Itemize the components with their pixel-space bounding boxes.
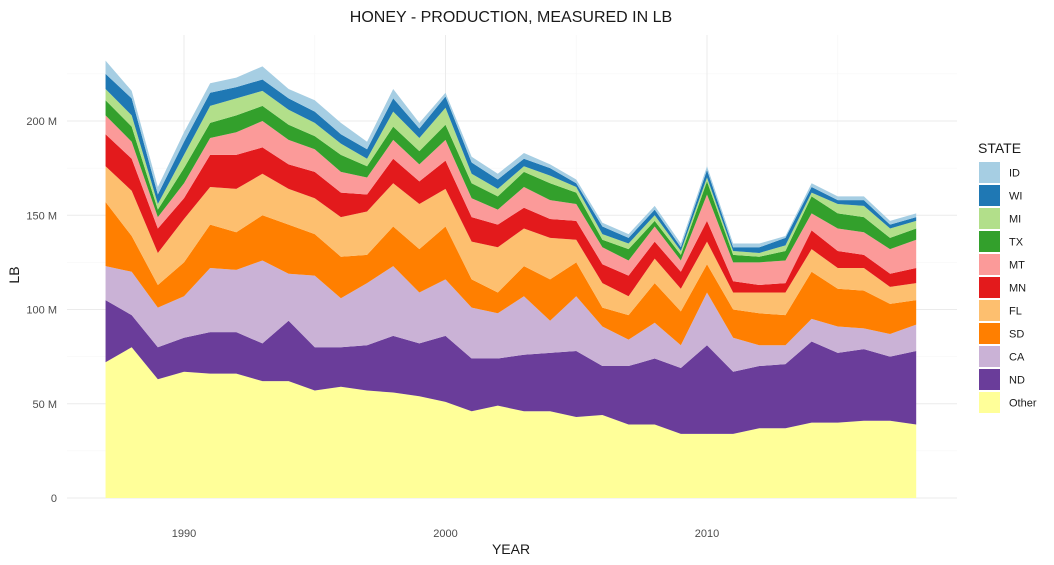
area-id bbox=[105, 60, 917, 248]
legend-key-tx bbox=[979, 231, 1000, 252]
y-tick-label: 150 M bbox=[26, 210, 57, 222]
legend-key-sd bbox=[979, 323, 1000, 344]
legend-label-mt: MT bbox=[1009, 260, 1025, 272]
legend-label-tx: TX bbox=[1009, 237, 1024, 249]
legend-label-id: ID bbox=[1009, 168, 1020, 180]
area-mi bbox=[105, 88, 917, 257]
legend-key-mi bbox=[979, 208, 1000, 229]
legend-key-other bbox=[979, 392, 1000, 413]
legend-label-other: Other bbox=[1009, 398, 1037, 410]
area-mn bbox=[105, 134, 917, 297]
legend: STATE ID WI MI TX MT MN FL SD CA ND Other bbox=[978, 140, 1037, 413]
area-sd bbox=[105, 202, 917, 346]
x-tick-label: 2000 bbox=[433, 528, 457, 540]
y-tick-label: 100 M bbox=[26, 305, 57, 317]
y-tick-label: 50 M bbox=[33, 399, 57, 411]
legend-label-sd: SD bbox=[1009, 329, 1024, 341]
x-axis-ticks: 1990 2000 2010 bbox=[172, 528, 719, 540]
y-tick-label: 200 M bbox=[26, 116, 57, 128]
legend-key-id bbox=[979, 162, 1000, 183]
legend-key-nd bbox=[979, 369, 1000, 390]
legend-key-mt bbox=[979, 254, 1000, 275]
legend-key-mn bbox=[979, 277, 1000, 298]
legend-key-fl bbox=[979, 300, 1000, 321]
y-axis-title: LB bbox=[6, 266, 22, 283]
legend-label-nd: ND bbox=[1009, 375, 1025, 387]
y-axis-ticks: 0 50 M 100 M 150 M 200 M bbox=[26, 116, 57, 505]
area-other bbox=[105, 347, 917, 498]
x-axis-title: YEAR bbox=[492, 541, 530, 557]
x-tick-label: 1990 bbox=[172, 528, 196, 540]
legend-label-ca: CA bbox=[1009, 352, 1025, 364]
area-ca bbox=[105, 260, 917, 372]
area-mt bbox=[105, 115, 917, 285]
area-wi bbox=[105, 73, 917, 253]
area-layers bbox=[105, 60, 917, 498]
legend-key-ca bbox=[979, 346, 1000, 367]
area-nd bbox=[105, 300, 917, 434]
y-tick-label: 0 bbox=[51, 493, 57, 505]
legend-label-wi: WI bbox=[1009, 191, 1022, 203]
legend-key-wi bbox=[979, 185, 1000, 206]
legend-label-mi: MI bbox=[1009, 214, 1021, 226]
area-fl bbox=[105, 166, 917, 316]
chart-title: HONEY - PRODUCTION, MEASURED IN LB bbox=[350, 9, 672, 26]
legend-label-mn: MN bbox=[1009, 283, 1026, 295]
legend-title: STATE bbox=[978, 140, 1021, 156]
legend-label-fl: FL bbox=[1009, 306, 1022, 318]
area-tx bbox=[105, 100, 917, 263]
x-tick-label: 2010 bbox=[695, 528, 719, 540]
